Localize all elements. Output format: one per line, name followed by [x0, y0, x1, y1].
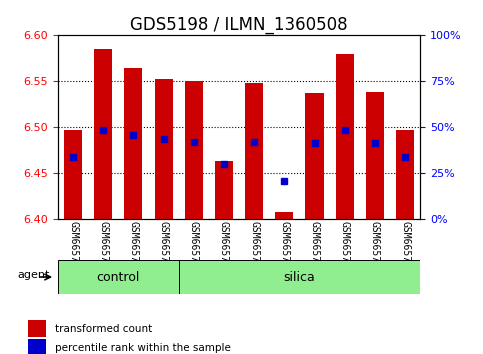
Text: GSM665792: GSM665792 [370, 222, 380, 274]
Bar [306, 93, 324, 219]
Bar [396, 130, 414, 219]
Bar [28, 339, 46, 354]
Text: GSM665771: GSM665771 [98, 222, 108, 274]
Bar [336, 54, 354, 219]
Bar [185, 81, 203, 219]
Bar [275, 212, 294, 219]
Text: GSM665750: GSM665750 [189, 222, 199, 274]
Text: GSM665770: GSM665770 [279, 222, 289, 274]
Text: GSM665775: GSM665775 [310, 222, 320, 274]
Bar [28, 320, 46, 337]
Text: GSM665774: GSM665774 [128, 222, 139, 274]
Text: GSM665769: GSM665769 [249, 222, 259, 274]
Bar [64, 130, 82, 219]
Title: GDS5198 / ILMN_1360508: GDS5198 / ILMN_1360508 [130, 16, 348, 34]
Text: control: control [97, 270, 140, 284]
Bar [245, 83, 263, 219]
Text: GSM665785: GSM665785 [340, 222, 350, 274]
Bar [215, 161, 233, 219]
Text: percentile rank within the sample: percentile rank within the sample [55, 343, 230, 353]
Bar [366, 92, 384, 219]
Bar [179, 260, 420, 294]
Text: transformed count: transformed count [55, 324, 152, 333]
Text: GSM665754: GSM665754 [219, 222, 229, 274]
Bar [58, 260, 179, 294]
Bar [94, 49, 113, 219]
Text: silica: silica [284, 270, 315, 284]
Text: GSM665788: GSM665788 [158, 222, 169, 274]
Text: GSM665761: GSM665761 [68, 222, 78, 274]
Text: GSM665793: GSM665793 [400, 222, 410, 274]
Bar [155, 79, 173, 219]
Text: agent: agent [17, 270, 50, 280]
Bar [125, 68, 142, 219]
